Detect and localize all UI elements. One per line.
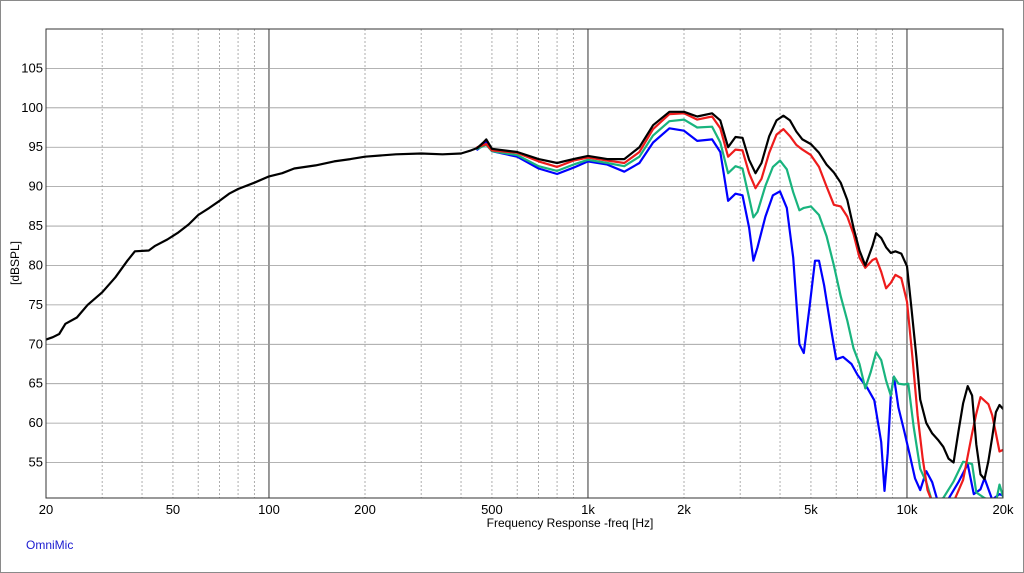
x-tick-label: 200: [354, 502, 376, 517]
series-line-3: [476, 112, 1003, 498]
x-tick-label: 10k: [896, 502, 917, 517]
y-tick-label: 65: [29, 376, 43, 391]
y-tick-label: 95: [29, 139, 43, 154]
y-axis-label: [dBSPL]: [8, 241, 22, 285]
y-tick-label: 75: [29, 297, 43, 312]
series-line-1: [476, 127, 1003, 498]
grid-lines: [46, 29, 1003, 498]
plot-border: [45, 28, 1004, 499]
y-tick-label: 105: [21, 60, 43, 75]
x-tick-label: 20: [39, 502, 53, 517]
x-tick-label: 1k: [581, 502, 595, 517]
y-tick-labels: 55 60 65 70 75 80 85 90 95 100 105: [21, 60, 43, 469]
y-tick-label: 100: [21, 100, 43, 115]
y-tick-label: 80: [29, 257, 43, 272]
brand-label: OmniMic: [26, 538, 74, 552]
x-tick-label: 100: [258, 502, 280, 517]
y-tick-label: 70: [29, 336, 43, 351]
x-tick-label: 500: [481, 502, 503, 517]
x-tick-label: 50: [166, 502, 180, 517]
x-tick-label: 20k: [993, 502, 1014, 517]
plot-area: [46, 29, 1003, 498]
y-tick-label: 85: [29, 218, 43, 233]
x-tick-label: 2k: [677, 502, 691, 517]
y-tick-label: 55: [29, 455, 43, 470]
series-line-4: [46, 110, 1003, 481]
y-tick-label: 90: [29, 179, 43, 194]
x-tick-label: 5k: [804, 502, 818, 517]
y-tick-label: 60: [29, 415, 43, 430]
series-lines: [46, 110, 1003, 498]
x-tick-labels: 20 50 100 200 500 1k 2k 5k 10k 20k: [39, 502, 1014, 517]
x-axis-label: Frequency Response -freq [Hz]: [487, 516, 654, 530]
